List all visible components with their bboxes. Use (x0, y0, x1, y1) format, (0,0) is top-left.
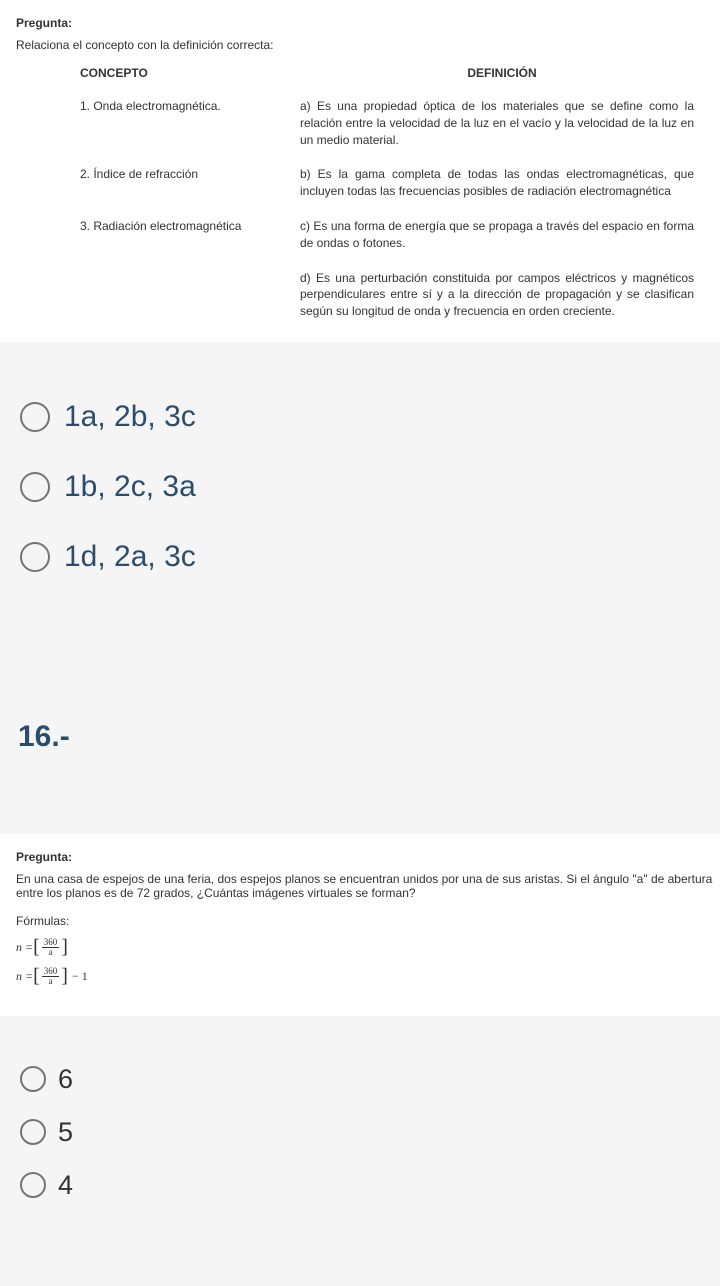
question-1-box: Pregunta: Relaciona el concepto con la d… (0, 0, 720, 342)
radio-icon[interactable] (20, 1066, 46, 1092)
formula-1: n = [ 360 a ] (0, 938, 720, 957)
radio-icon[interactable] (20, 1172, 46, 1198)
formula-2-lhs: n = (16, 969, 33, 984)
formula-1-lhs: n = (16, 940, 33, 955)
q1-option-2-text: 1b, 2c, 3a (64, 470, 196, 504)
formula-1-den: a (47, 948, 55, 957)
question-2-number: 16.- (0, 700, 720, 794)
formula-1-fraction: 360 a (42, 938, 60, 957)
left-bracket-icon: [ (33, 939, 40, 955)
q1-option-3-text: 1d, 2a, 3c (64, 540, 196, 574)
q2-option-2[interactable]: 5 (20, 1117, 700, 1148)
q1-option-1[interactable]: 1a, 2b, 3c (20, 400, 700, 434)
concept-definition-table: CONCEPTO DEFINICIÓN 1. Onda electromagné… (0, 66, 720, 326)
q2-option-1-text: 6 (58, 1064, 73, 1095)
formulas-label: Fórmulas: (0, 914, 720, 928)
definition-b: b) Es la gama completa de todas las onda… (300, 166, 704, 200)
q1-option-1-text: 1a, 2b, 3c (64, 400, 196, 434)
question-1-label: Pregunta: (0, 16, 720, 30)
question-2-prompt: En una casa de espejos de una feria, dos… (0, 872, 720, 900)
definition-c: c) Es una forma de energía que se propag… (300, 218, 704, 252)
radio-icon[interactable] (20, 402, 50, 432)
q1-option-3[interactable]: 1d, 2a, 3c (20, 540, 700, 574)
question-1-options: 1a, 2b, 3c 1b, 2c, 3a 1d, 2a, 3c (0, 342, 720, 660)
right-bracket-icon: ] (61, 939, 68, 955)
question-2-box: Pregunta: En una casa de espejos de una … (0, 834, 720, 1016)
right-bracket-icon: ] (61, 968, 68, 984)
concept-3: 3. Radiación electromagnética (80, 218, 300, 252)
radio-icon[interactable] (20, 472, 50, 502)
q2-option-2-text: 5 (58, 1117, 73, 1148)
q2-option-3-text: 4 (58, 1170, 73, 1201)
formula-2-fraction: 360 a (42, 967, 60, 986)
left-bracket-icon: [ (33, 968, 40, 984)
q1-option-2[interactable]: 1b, 2c, 3a (20, 470, 700, 504)
formula-2-suffix: − 1 (72, 969, 88, 984)
spacer (0, 794, 720, 834)
definition-a: a) Es una propiedad óptica de los materi… (300, 98, 704, 148)
definition-d: d) Es una perturbación constituida por c… (300, 270, 704, 320)
concept-2: 2. Índice de refracción (80, 166, 300, 200)
q2-option-3[interactable]: 4 (20, 1170, 700, 1201)
spacer (0, 660, 720, 700)
question-2-label: Pregunta: (0, 850, 720, 864)
header-definition: DEFINICIÓN (300, 66, 704, 80)
radio-icon[interactable] (20, 1119, 46, 1145)
q2-option-1[interactable]: 6 (20, 1064, 700, 1095)
question-2-options: 6 5 4 (0, 1016, 720, 1273)
header-concept: CONCEPTO (80, 66, 300, 80)
formula-2: n = [ 360 a ] − 1 (0, 967, 720, 986)
concept-1: 1. Onda electromagnética. (80, 98, 300, 148)
question-1-prompt: Relaciona el concepto con la definición … (0, 38, 720, 52)
radio-icon[interactable] (20, 542, 50, 572)
formula-2-den: a (47, 977, 55, 986)
